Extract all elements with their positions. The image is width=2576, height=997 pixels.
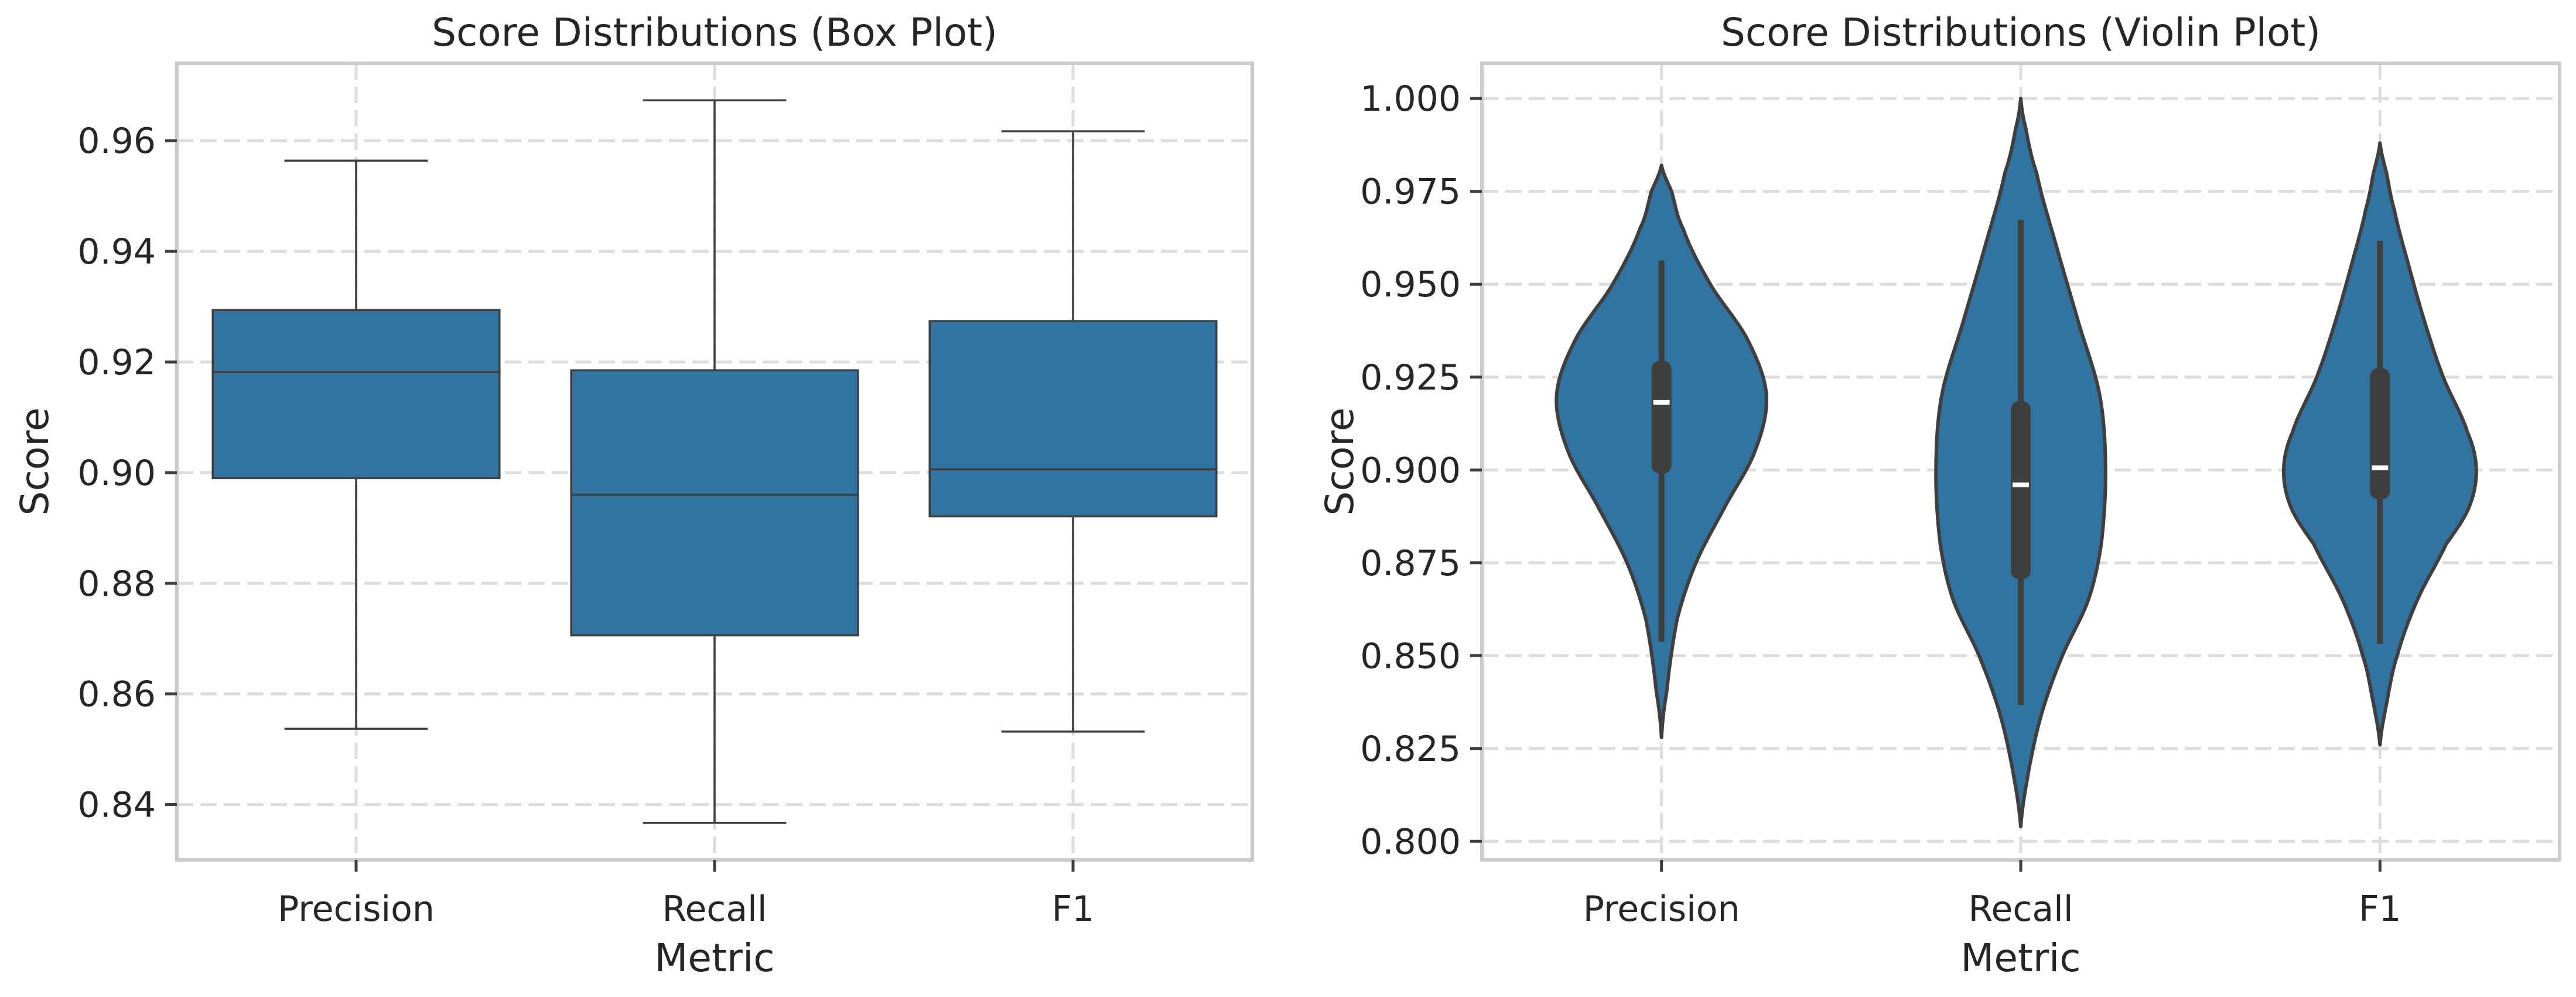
box-plot-y-axis-label: Score (12, 408, 57, 516)
y-tick-label: 0.975 (1360, 172, 1461, 213)
violin-iqr-bar (1651, 360, 1672, 474)
x-tick-label: Recall (662, 889, 767, 930)
violin-plot-panel: 0.800 0.825 0.850 0.875 0.900 0.925 0.950 0.975… (1317, 10, 2561, 981)
x-tick-label: F1 (2359, 889, 2401, 930)
violin-plot-ticks: 0.800 0.825 0.850 0.875 0.900 0.925 0.950 0.975… (1360, 78, 2401, 930)
y-tick-label: 0.96 (77, 121, 156, 162)
x-tick-label: Recall (1968, 889, 2073, 930)
violin-iqr-bar (2011, 401, 2031, 579)
x-tick-label: Precision (278, 889, 435, 930)
x-tick-label: F1 (1052, 889, 1095, 930)
y-tick-label: 0.875 (1360, 543, 1461, 584)
violin-plot-title: Score Distributions (Violin Plot) (1721, 10, 2321, 55)
x-tick-label: Precision (1583, 889, 1740, 930)
y-tick-label: 0.800 (1360, 821, 1461, 862)
violin-plot-marks (1555, 97, 2478, 828)
box-plot-ticks: 0.84 0.86 0.88 0.90 0.92 0.94 0.96 Precision Rec… (77, 121, 1094, 930)
y-tick-label: 0.86 (77, 674, 156, 715)
violin-recall (1934, 97, 2107, 828)
box-precision (211, 159, 501, 730)
violin-plot-y-axis-label: Score (1317, 408, 1362, 516)
interquartile-box (570, 369, 859, 637)
box-plot-panel: 0.84 0.86 0.88 0.90 0.92 0.94 0.96 Precision Rec… (12, 10, 1254, 981)
violin-iqr-bar (2370, 368, 2390, 500)
box-plot-title: Score Distributions (Box Plot) (432, 10, 997, 55)
y-tick-label: 0.90 (77, 453, 156, 494)
y-tick-label: 0.900 (1360, 450, 1461, 491)
y-tick-label: 0.92 (77, 342, 156, 383)
y-tick-label: 0.88 (77, 564, 156, 605)
y-tick-label: 0.950 (1360, 264, 1461, 305)
y-tick-label: 0.925 (1360, 357, 1461, 398)
box-plot-x-axis-label: Metric (654, 935, 774, 981)
interquartile-box (211, 309, 501, 480)
box-recall (570, 99, 859, 824)
y-tick-label: 0.94 (77, 231, 156, 272)
box-plot-marks (211, 99, 1218, 824)
y-tick-label: 0.825 (1360, 729, 1461, 770)
violin-plot-x-axis-label: Metric (1960, 935, 2080, 981)
violin-precision (1555, 163, 1768, 739)
y-tick-label: 0.850 (1360, 636, 1461, 677)
interquartile-box (928, 320, 1218, 518)
y-tick-label: 0.84 (77, 785, 156, 826)
violin-f1 (2281, 141, 2478, 747)
box-f1 (928, 130, 1218, 733)
y-tick-label: 1.000 (1360, 78, 1461, 119)
